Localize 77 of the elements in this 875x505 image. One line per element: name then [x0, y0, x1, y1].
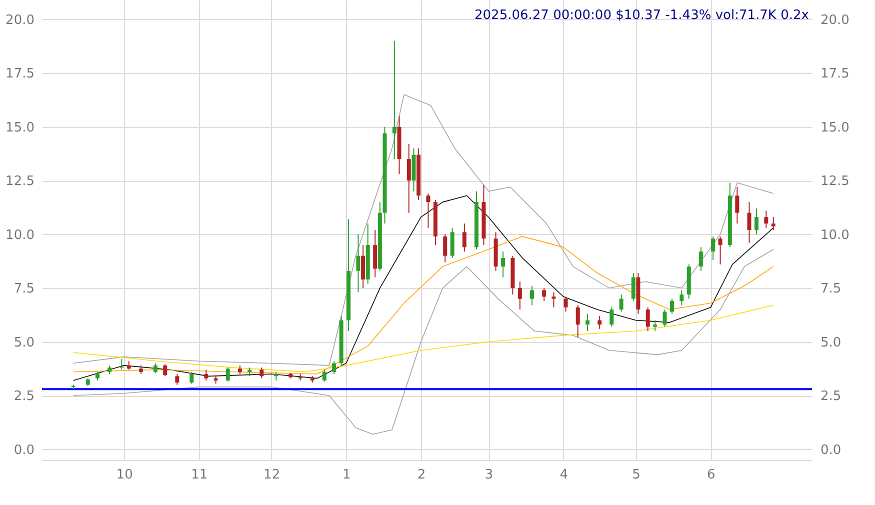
candlestick: [153, 362, 158, 374]
candlestick: [322, 369, 326, 382]
y2-tick-label: 2.5: [820, 389, 842, 404]
y2-tick-label: 5.0: [820, 335, 842, 350]
x-tick-label: 4: [560, 468, 568, 482]
candlestick: [406, 144, 411, 214]
candlestick: [653, 320, 658, 332]
candlestick: [190, 371, 194, 384]
candlestick: [260, 367, 264, 379]
candlestick: [747, 202, 752, 244]
text: 2025.06.27 00:00:00 $10.37 -1.43% vol:71.7K 0.2x: [474, 8, 810, 23]
candlestick: [735, 186, 740, 224]
y-tick-label: 10.0: [6, 228, 34, 243]
candlestick: [711, 236, 716, 261]
candlestick: [226, 367, 230, 382]
candlestick: [680, 290, 684, 306]
candlestick: [426, 192, 430, 228]
line-series: [72, 94, 774, 366]
candlestick: [450, 227, 454, 258]
candlestick: [204, 369, 208, 381]
candlestick: [646, 306, 650, 332]
x-tick-label: 5: [632, 468, 640, 482]
candlestick: [163, 364, 168, 377]
x-tick-label: 11: [191, 468, 208, 482]
candlestick: [356, 234, 360, 293]
x-tick-label: 1: [342, 468, 351, 482]
candlestick: [373, 230, 378, 278]
candlestick: [598, 315, 602, 330]
candlestick: [576, 304, 580, 338]
candlestick: [631, 272, 636, 302]
line-series: [72, 304, 774, 372]
candlestick: [443, 234, 448, 263]
candlestick: [530, 285, 534, 306]
y2-tick-label: 15.0: [820, 120, 850, 136]
line-series: [72, 248, 774, 435]
candlestick: [392, 40, 396, 160]
candlestick: [462, 223, 466, 252]
candlestick: [586, 313, 590, 332]
y2-tick-label: 0.0: [820, 442, 842, 458]
candlestick: [764, 210, 768, 228]
line-series: [72, 195, 774, 381]
line-series: [72, 236, 774, 374]
candlestick: [662, 309, 667, 328]
y-tick-label: 2.5: [14, 389, 34, 404]
candlestick: [361, 244, 366, 289]
candlestick: [771, 216, 776, 230]
y-tick-label: 0.0: [14, 442, 34, 458]
candlestick: [175, 374, 180, 386]
y-tick-label: 20.0: [6, 12, 34, 28]
candlestick: [619, 294, 624, 312]
y-tick-label: 15.0: [6, 120, 34, 136]
y-tick-label: 12.5: [6, 174, 34, 190]
candlestick: [610, 306, 614, 328]
x-tick-label: 3: [484, 468, 494, 482]
y-tick-label: 7.5: [14, 282, 34, 297]
x-tick-label: 10: [116, 468, 133, 482]
candlestick: [670, 298, 674, 314]
x-tick-label: 12: [264, 468, 280, 482]
candlestick: [698, 246, 703, 272]
candlestick: [564, 296, 568, 312]
candlestick: [518, 281, 522, 310]
y2-tick-label: 12.5: [820, 174, 850, 190]
x-tick-label: 2: [417, 468, 426, 482]
candlestick: [718, 236, 722, 265]
x-tick-label: 6: [706, 468, 716, 482]
y-tick-label: 17.5: [6, 66, 34, 82]
y2-tick-label: 7.5: [820, 282, 842, 297]
candlestick: [120, 358, 124, 370]
candlestick: [754, 208, 758, 235]
y-tick-label: 5.0: [14, 335, 34, 350]
y2-tick-label: 17.5: [820, 66, 850, 82]
y2-tick-label: 20.0: [820, 12, 850, 28]
y2-tick-label: 10.0: [820, 228, 850, 243]
candlestick: [332, 360, 336, 375]
candlestick: [501, 250, 506, 278]
candlestick: [542, 288, 546, 302]
candlestick: [552, 292, 556, 308]
